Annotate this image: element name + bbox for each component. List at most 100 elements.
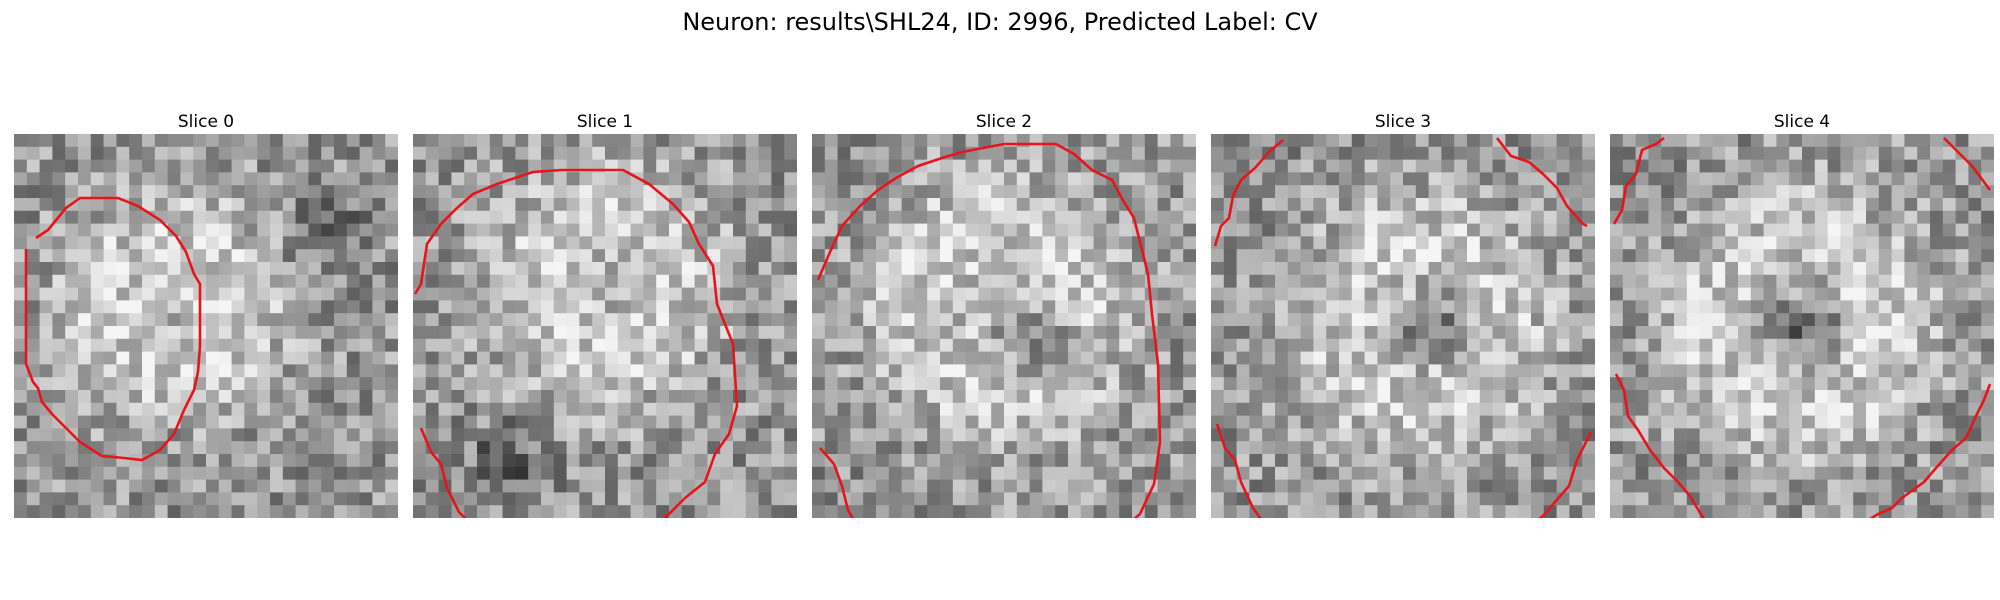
image-pixel <box>1840 134 1854 148</box>
image-pixel <box>1776 274 1790 288</box>
image-pixel <box>1802 479 1816 493</box>
image-pixel <box>515 326 529 340</box>
image-pixel <box>90 159 104 173</box>
image-pixel <box>1725 364 1739 378</box>
image-pixel <box>1725 454 1739 468</box>
image-pixel <box>720 223 734 237</box>
image-pixel <box>1674 428 1688 442</box>
image-pixel <box>1351 300 1365 314</box>
cell-contour <box>816 142 1162 518</box>
image-pixel <box>244 300 258 314</box>
image-pixel <box>1170 159 1184 173</box>
image-pixel <box>1610 390 1624 404</box>
image-pixel <box>14 351 28 365</box>
image-pixel <box>1635 492 1649 506</box>
image-pixel <box>52 172 66 186</box>
image-pixel <box>1390 428 1404 442</box>
image-pixel <box>90 236 104 250</box>
image-pixel <box>116 210 130 224</box>
image-pixel <box>1725 262 1739 276</box>
image-pixel <box>784 364 797 378</box>
image-pixel <box>978 505 992 518</box>
image-pixel <box>308 338 322 352</box>
image-pixel <box>116 428 130 442</box>
image-pixel <box>1738 185 1752 199</box>
image-pixel <box>90 223 104 237</box>
image-pixel <box>824 210 838 224</box>
image-pixel <box>502 415 516 429</box>
image-pixel <box>784 185 797 199</box>
image-pixel <box>630 415 644 429</box>
image-pixel <box>1016 326 1030 340</box>
image-pixel <box>334 134 348 148</box>
image-pixel <box>888 300 902 314</box>
image-pixel <box>605 236 619 250</box>
image-pixel <box>1016 185 1030 199</box>
image-pixel <box>1492 338 1506 352</box>
image-pixel <box>1569 338 1583 352</box>
image-pixel <box>1055 134 1069 148</box>
image-pixel <box>14 364 28 378</box>
image-pixel <box>528 300 542 314</box>
image-pixel <box>914 402 928 416</box>
image-pixel <box>1699 223 1713 237</box>
image-pixel <box>26 492 40 506</box>
image-pixel <box>1904 172 1918 186</box>
image-pixel <box>1454 287 1468 301</box>
image-pixel <box>1635 338 1649 352</box>
image-pixel <box>656 505 670 518</box>
image-pixel <box>1738 428 1752 442</box>
cell-contour <box>1612 136 1665 225</box>
image-pixel <box>154 172 168 186</box>
image-pixel <box>78 338 92 352</box>
image-pixel <box>1300 159 1314 173</box>
image-pixel <box>1674 377 1688 391</box>
image-pixel <box>438 210 452 224</box>
image-pixel <box>1428 326 1442 340</box>
image-pixel <box>1144 172 1158 186</box>
image-pixel <box>888 210 902 224</box>
image-pixel <box>346 134 360 148</box>
image-pixel <box>359 274 373 288</box>
image-pixel <box>1699 198 1713 212</box>
image-pixel <box>65 287 79 301</box>
image-pixel <box>579 326 593 340</box>
image-pixel <box>270 172 284 186</box>
image-pixel <box>206 428 220 442</box>
image-pixel <box>1661 364 1675 378</box>
image-pixel <box>784 287 797 301</box>
image-pixel <box>515 146 529 160</box>
image-pixel <box>643 364 657 378</box>
image-pixel <box>1249 134 1263 148</box>
image-pixel <box>978 428 992 442</box>
image-pixel <box>771 441 785 455</box>
image-pixel <box>1543 223 1557 237</box>
image-pixel <box>812 210 826 224</box>
image-pixel <box>1042 351 1056 365</box>
image-pixel <box>771 479 785 493</box>
image-pixel <box>477 146 491 160</box>
image-pixel <box>850 492 864 506</box>
image-pixel <box>1686 134 1700 148</box>
image-pixel <box>270 377 284 391</box>
image-pixel <box>1119 364 1133 378</box>
image-pixel <box>78 466 92 480</box>
image-pixel <box>541 146 555 160</box>
image-pixel <box>1479 441 1493 455</box>
image-pixel <box>1377 172 1391 186</box>
image-pixel <box>1814 466 1828 480</box>
image-pixel <box>1119 236 1133 250</box>
image-pixel <box>1622 415 1636 429</box>
image-pixel <box>914 198 928 212</box>
image-pixel <box>193 185 207 199</box>
image-pixel <box>733 146 747 160</box>
image-pixel <box>617 198 631 212</box>
image-pixel <box>940 454 954 468</box>
image-pixel <box>927 428 941 442</box>
image-pixel <box>1106 428 1120 442</box>
image-pixel <box>1955 454 1969 468</box>
image-pixel <box>1610 300 1624 314</box>
image-pixel <box>1686 338 1700 352</box>
image-pixel <box>592 236 606 250</box>
image-pixel <box>1467 441 1481 455</box>
